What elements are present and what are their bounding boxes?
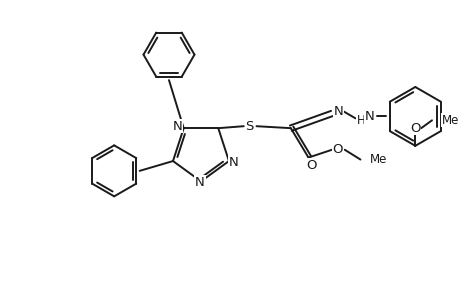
Text: N: N	[364, 110, 373, 123]
Text: H: H	[356, 114, 365, 127]
Text: S: S	[245, 120, 253, 133]
Text: O: O	[332, 143, 342, 156]
Text: Me: Me	[441, 114, 458, 127]
Text: N: N	[173, 120, 182, 133]
Text: O: O	[409, 122, 420, 135]
Text: Me: Me	[369, 153, 387, 166]
Text: N: N	[195, 176, 204, 189]
Text: O: O	[306, 159, 316, 172]
Text: N: N	[229, 155, 238, 169]
Text: N: N	[333, 105, 343, 118]
